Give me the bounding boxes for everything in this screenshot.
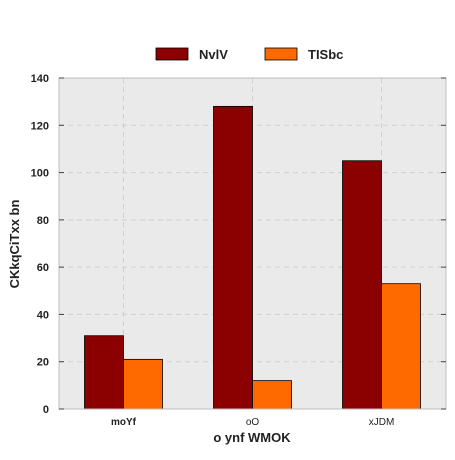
bar-TISbc-moYf (123, 358, 163, 410)
y-tick-label: 60 (37, 262, 49, 274)
y-tick-label: 20 (37, 357, 49, 369)
y-tick-label: 100 (31, 168, 49, 180)
plot-frame (58, 77, 447, 410)
legend-swatch-NvlV (155, 47, 189, 61)
x-tick-label: moYf (111, 417, 137, 428)
bar-TISbc-oO (252, 380, 292, 410)
bar-NvlV-moYf (84, 335, 124, 410)
y-axis-label: CKkqCiTxx bn (7, 200, 22, 289)
bars (84, 105, 421, 410)
y-tick-label: 140 (31, 73, 49, 85)
legend-label-TISbc: TISbc (308, 47, 343, 62)
y-tick-label: 0 (43, 404, 49, 416)
bar-TISbc-xJDM (381, 283, 421, 410)
y-tick-label: 40 (37, 309, 49, 321)
legend-swatch-TISbc (264, 47, 298, 61)
x-tick-label: oO (246, 417, 260, 428)
legend-label-NvlV: NvlV (199, 47, 228, 62)
legend: NvlV TISbc (155, 47, 343, 62)
y-tick-label: 120 (31, 120, 49, 132)
y-tick-label: 80 (37, 215, 49, 227)
tick-labels: 0 20 40 60 80 100 120 140 moYf oO xJDM (31, 73, 395, 428)
bar-NvlV-xJDM (342, 160, 382, 410)
x-axis-label: o ynf WMOK (213, 430, 291, 445)
x-tick-label: xJDM (369, 417, 395, 428)
bar-NvlV-oO (213, 105, 253, 410)
axes (58, 77, 447, 410)
